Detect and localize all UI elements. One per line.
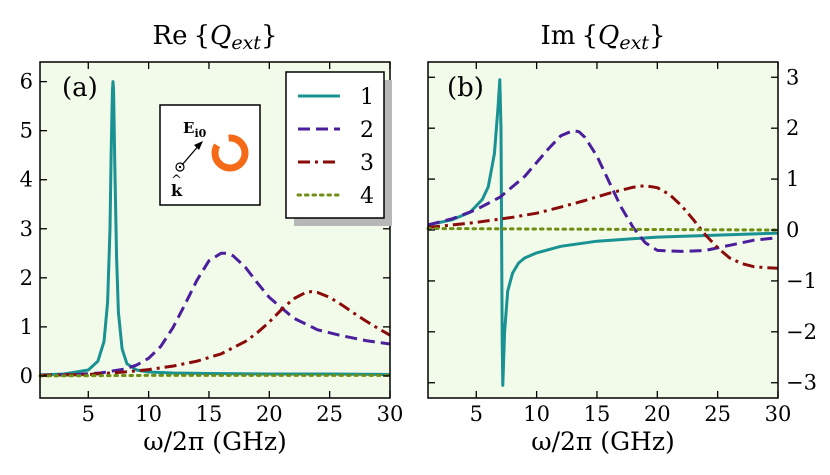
x-tick-label-b: 5 [470,402,483,426]
panel-a-title-prefix: Re [153,21,188,51]
y-tick-label-b: 2 [786,116,799,140]
panel-a-xlabel: ω/2π (GHz) [143,427,287,456]
legend-items: 1 2 3 4 [296,85,374,209]
x-tick-label-a: 25 [316,402,343,426]
panel-b-label: (b) [447,73,484,103]
wavevector-dot [178,165,182,169]
panel-a: 5 10 15 20 25 30 0 1 2 3 4 5 6 (a) Re {Qext} ω/2π (GH… [20,21,404,456]
series-4-line-b [426,227,780,232]
panel-a-title: Re {Qext} [153,21,278,54]
legend-label-3: 3 [360,151,374,176]
series-1-line-b [427,78,779,387]
series-1-line-a [39,80,391,377]
y-tick-label-a: 4 [20,168,33,192]
panel-b-title-symbol: Q [598,21,619,51]
y-tick-label-a: 1 [20,315,33,339]
field-label-subscript: i0 [194,127,206,140]
x-tick-label-b: 25 [704,402,731,426]
y-tick-label-b: −1 [786,269,817,293]
panel-b-title: Im {Qext} [541,21,666,54]
legend-label-4: 4 [360,184,374,209]
y-tick-label-a: 0 [20,364,33,388]
series-3-line-a [39,290,391,377]
x-tick-label-b: 30 [765,402,792,426]
y-tick-label-b: −2 [786,320,817,344]
panel-b-xlabel: ω/2π (GHz) [531,427,675,456]
panel-b: 5 10 15 20 25 30 −3 −2 −1 0 1 2 3 (b) Im {Qext} ω/2π … [426,21,817,456]
y-tick-label-a: 3 [20,217,33,241]
panel-b-frame [427,61,779,399]
panel-b-title-prefix: Im [541,21,576,51]
panel-b-plot-area [426,78,780,387]
panel-b-title-subscript: ext [619,32,649,54]
field-vector-arrowhead [194,141,203,150]
panel-a-ticks: 5 10 15 20 25 30 0 1 2 3 4 5 6 [20,62,404,426]
x-tick-label-a: 10 [135,402,162,426]
x-tick-label-a: 5 [82,402,95,426]
series-4-line-a [38,373,392,378]
panel-a-frame [39,61,391,399]
x-tick-label-b: 15 [584,402,611,426]
field-label: Ei0 [183,119,207,140]
x-tick-label-a: 15 [196,402,223,426]
x-tick-label-a: 30 [377,402,404,426]
k-hat-mark: ^ [171,173,182,188]
legend-label-2: 2 [360,118,374,143]
legend: 1 2 3 4 [285,71,392,226]
split-ring-resonator [211,134,249,172]
x-tick-label-b: 20 [644,402,671,426]
y-tick-label-a: 6 [20,70,33,94]
panel-a-plot-area [38,80,392,378]
inset-diagram: Ei0 ^ k [159,104,261,206]
y-tick-label-a: 2 [20,266,33,290]
y-tick-label-a: 5 [20,119,33,143]
panel-a-title-symbol: Q [210,21,231,51]
panel-b-ticks: 5 10 15 20 25 30 −3 −2 −1 0 1 2 3 [428,62,817,426]
k-label: k [171,181,183,200]
series-2-line-b [427,129,779,253]
x-tick-label-a: 20 [256,402,283,426]
field-label-main: E [183,119,194,137]
y-tick-label-b: 3 [786,65,799,89]
panel-a-label: (a) [62,73,98,103]
series-2-line-a [39,251,391,377]
y-tick-label-b: −3 [786,371,817,395]
x-tick-label-b: 10 [523,402,550,426]
y-tick-label-b: 0 [786,218,799,242]
panel-a-title-subscript: ext [231,32,261,54]
wavevector-out-of-plane-icon [175,162,185,172]
y-tick-label-b: 1 [786,167,799,191]
legend-label-1: 1 [360,85,374,110]
